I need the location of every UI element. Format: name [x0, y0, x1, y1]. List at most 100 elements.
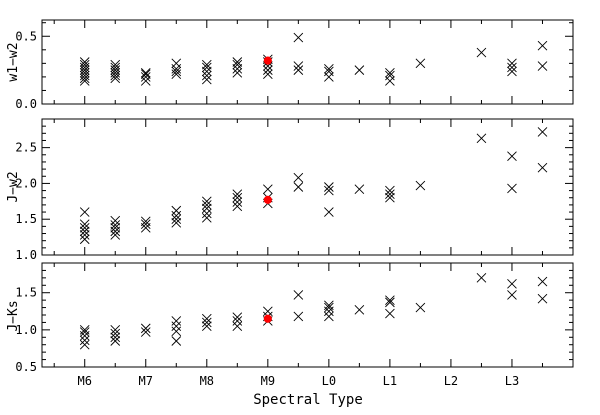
x-tick-label: M9 [261, 374, 275, 388]
data-point-x-marker [171, 321, 182, 331]
data-point-x-marker [507, 58, 517, 69]
x-tick-label: L2 [444, 374, 458, 388]
x-axis-label: Spectral Type [253, 392, 363, 408]
plot-frame-top [41, 19, 574, 105]
data-point-x-marker [324, 63, 334, 74]
y-tick-label: 1.5 [15, 212, 37, 226]
data-point-x-marker [171, 316, 182, 326]
data-point-x-marker [537, 276, 548, 287]
data-point-x-marker [171, 66, 182, 77]
data-point-x-marker [110, 59, 121, 70]
data-point-x-marker [507, 62, 517, 73]
data-point-x-marker [537, 127, 548, 137]
data-point-x-marker [171, 214, 182, 225]
data-point-x-marker [79, 207, 90, 217]
data-point-x-marker [232, 68, 243, 78]
data-point-x-marker [415, 302, 426, 313]
data-point-x-marker [232, 192, 243, 203]
data-point-x-marker [232, 59, 243, 70]
data-point-x-marker [79, 230, 90, 240]
data-point-x-marker [263, 65, 273, 75]
data-point-x-marker [415, 180, 426, 191]
data-point-x-marker [171, 210, 182, 221]
data-point-x-marker [232, 197, 243, 207]
data-point-x-marker [201, 66, 212, 77]
panel-bottom: 0.5 1.0 1.5 M6 M7 M8 M9 L0 L1 L2 L3 [15, 262, 574, 388]
data-point-x-marker [385, 308, 395, 319]
data-point-red-marker [263, 56, 272, 65]
data-point-x-marker [476, 47, 487, 58]
data-point-x-marker [171, 336, 182, 346]
y-tick-label: 0.0 [15, 97, 37, 111]
data-point-x-marker [201, 321, 212, 331]
data-point-x-marker [79, 222, 90, 233]
data-point-x-marker [140, 327, 151, 337]
data-point-x-marker [324, 207, 334, 217]
data-point-x-marker [263, 184, 273, 194]
data-point-x-marker [140, 72, 151, 82]
data-point-x-marker [140, 76, 151, 86]
data-point-x-marker [140, 69, 151, 80]
data-point-x-marker [537, 293, 548, 304]
data-point-x-marker [110, 336, 121, 346]
data-point-x-marker [415, 58, 426, 69]
data-point-red-marker [263, 314, 272, 323]
data-point-x-marker [232, 63, 243, 74]
y-tick-label: 0.5 [15, 29, 37, 43]
data-point-x-marker [385, 295, 395, 305]
data-point-x-marker [354, 304, 365, 315]
data-point-x-marker [354, 184, 365, 194]
data-point-x-marker [79, 327, 90, 337]
x-tick-label: M7 [139, 374, 153, 388]
y-axis-label-middle: J−w2 [6, 171, 21, 202]
data-point-x-marker [507, 66, 517, 77]
data-point-x-marker [79, 339, 90, 350]
data-point-x-marker [79, 335, 90, 346]
data-point-x-marker [537, 162, 548, 173]
y-axis-label-bottom: J−Ks [6, 300, 21, 331]
data-point-x-marker [79, 219, 90, 230]
data-point-x-marker [385, 68, 395, 78]
data-point-x-marker [110, 220, 121, 230]
data-point-x-marker [324, 311, 334, 322]
data-point-x-marker [263, 306, 273, 317]
data-point-x-marker [140, 68, 151, 78]
data-point-x-marker [201, 208, 212, 219]
data-point-x-marker [201, 74, 212, 85]
panel-middle: 1.0 1.5 2.0 2.5 [15, 118, 574, 262]
y-tick-label: 2.0 [15, 176, 37, 190]
data-point-x-marker [507, 151, 517, 162]
data-point-x-marker [171, 58, 182, 69]
data-point-x-marker [476, 273, 487, 283]
data-point-x-marker [263, 69, 273, 80]
y-tick-label: 2.5 [15, 141, 37, 155]
y-tick-label: 1.0 [15, 323, 37, 337]
plot-frame-bottom [41, 262, 574, 368]
data-point-x-marker [232, 57, 243, 67]
data-point-x-marker [385, 192, 395, 203]
data-point-x-marker [324, 182, 334, 192]
data-point-x-marker [354, 65, 365, 75]
data-point-x-marker [537, 61, 548, 71]
data-point-x-marker [201, 203, 212, 214]
data-point-x-marker [232, 316, 243, 326]
data-point-x-marker [232, 201, 243, 212]
data-point-x-marker [201, 212, 212, 223]
data-point-x-marker [293, 311, 304, 322]
data-point-x-marker [201, 59, 212, 70]
data-point-x-marker [79, 59, 90, 70]
y-tick-label: 1.0 [15, 248, 37, 262]
x-tick-label: L0 [322, 374, 336, 388]
data-point-x-marker [507, 290, 517, 300]
panel-top: 0.0 0.5 [15, 19, 574, 111]
data-point-x-marker [324, 72, 334, 82]
data-point-x-marker [324, 302, 334, 313]
data-point-x-marker [201, 200, 212, 210]
data-point-x-marker [201, 196, 212, 207]
data-point-x-marker [293, 32, 304, 43]
data-point-x-marker [293, 61, 304, 71]
data-point-x-marker [293, 172, 304, 183]
plot-frame-middle [41, 118, 574, 256]
data-point-x-marker [79, 57, 90, 67]
data-point-x-marker [201, 313, 212, 324]
